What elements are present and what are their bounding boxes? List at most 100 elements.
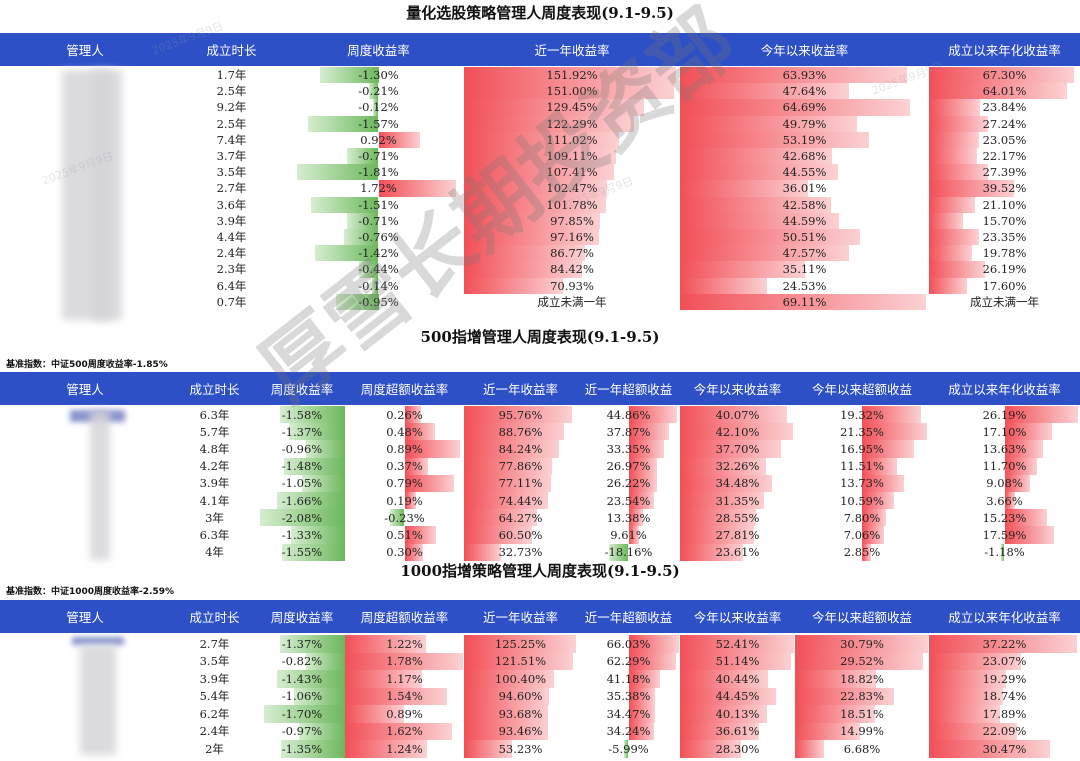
table-cell: 60.50%: [464, 526, 577, 544]
table-cell: 15.23%: [929, 509, 1080, 527]
cell-value: -5.99%: [608, 741, 649, 756]
data-bar: [929, 115, 988, 132]
data-bar: [929, 83, 1068, 100]
table-row: 6.3年 -1.58% 0.26% 95.76% 44.86% 40.07% 19.32% 2…: [0, 406, 1080, 424]
cell-value: 47.64%: [782, 84, 827, 99]
table-cell: 44.45%: [680, 687, 795, 705]
cell-value: 2.5年: [216, 116, 247, 131]
table-cell: 53.23%: [464, 740, 577, 758]
table-cell: 21.35%: [795, 423, 929, 441]
cell-value: 37.87%: [606, 424, 651, 439]
data-bar: [464, 83, 675, 100]
table-cell: 23.35%: [929, 229, 1080, 246]
table-cell: 1.78%: [345, 652, 464, 670]
column-header[interactable]: 今年以来超额收益: [811, 382, 912, 397]
column-header[interactable]: 成立以来年化收益率: [948, 382, 1061, 397]
cell-value: 44.55%: [782, 165, 827, 180]
cell-value: 27.24%: [982, 116, 1027, 131]
cell-value: 53.23%: [498, 741, 543, 756]
table-cell: -1.55%: [259, 543, 345, 561]
table-cell: 11.70%: [929, 457, 1080, 475]
column-header[interactable]: 周度超额收益率: [360, 382, 449, 397]
table-cell: 66.03%: [577, 635, 680, 653]
data-bar: [464, 180, 607, 197]
cell-value: 2.4年: [199, 724, 230, 739]
column-header[interactable]: 管理人: [66, 382, 104, 397]
cell-value: 0.48%: [386, 424, 423, 439]
table-cell: 27.81%: [680, 526, 795, 544]
data-bar: [862, 474, 904, 492]
table-cell: 19.29%: [929, 670, 1080, 688]
table-cell: -0.21%: [293, 83, 464, 100]
cell-value: 11.70%: [982, 459, 1027, 474]
table-cell: 32.26%: [680, 457, 795, 475]
data-bar: [795, 740, 824, 758]
column-header[interactable]: 成立时长: [189, 610, 240, 625]
cell-value: 60.50%: [498, 527, 543, 542]
cell-value: 23.35%: [982, 230, 1027, 245]
table-cell: 122.29%: [464, 115, 680, 132]
column-header[interactable]: 今年以来收益率: [760, 43, 849, 58]
table-header: 管理人 成立时长 周度收益率 近一年收益率 今年以来收益率 成立以来年化收益率: [0, 33, 1080, 66]
cell-value: 3年: [205, 510, 224, 525]
cell-value: 64.69%: [782, 100, 827, 115]
column-header[interactable]: 近一年收益率: [534, 43, 610, 58]
table-cell: 1.22%: [345, 635, 464, 653]
table-cell: 0.30%: [345, 543, 464, 561]
cell-value: 0.89%: [386, 706, 423, 721]
table-cell: 121.51%: [464, 652, 577, 670]
data-bar: [288, 423, 345, 441]
table-cell: 11.51%: [795, 457, 929, 475]
table-cell: 4.4年: [170, 229, 293, 245]
table-row: 4.4年 -0.76% 97.16% 50.51% 23.35%: [0, 229, 1080, 246]
table-cell: 0.26%: [345, 406, 464, 424]
cell-value: -1.33%: [281, 527, 323, 542]
cell-value: 52.41%: [715, 636, 760, 651]
table-cell: 39.52%: [929, 180, 1080, 197]
data-bar: [404, 492, 417, 510]
column-header[interactable]: 成立以来年化收益率: [948, 610, 1061, 625]
table-cell: 6.2年: [170, 705, 259, 723]
table-cell: -0.12%: [293, 99, 464, 116]
column-header[interactable]: 管理人: [66, 43, 104, 58]
cell-value: 23.54%: [606, 493, 651, 508]
column-header[interactable]: 近一年收益率: [482, 610, 558, 625]
column-header[interactable]: 成立时长: [206, 43, 257, 58]
table-cell: 0.89%: [345, 440, 464, 458]
column-header[interactable]: 周度收益率: [270, 610, 334, 625]
column-header[interactable]: 管理人: [66, 610, 104, 625]
cell-value: 2.4年: [216, 246, 247, 261]
table-cell: 13.63%: [929, 440, 1080, 458]
column-header[interactable]: 周度收益率: [347, 43, 410, 58]
cell-value: 11.51%: [840, 459, 884, 474]
column-header[interactable]: 周度收益率: [270, 382, 334, 397]
table-cell: -5.99%: [577, 740, 680, 758]
data-bar: [680, 457, 767, 475]
cell-value: 23.05%: [982, 132, 1027, 147]
column-header[interactable]: 近一年超额收益: [584, 382, 673, 397]
data-bar: [929, 196, 975, 213]
column-header[interactable]: 成立以来年化收益率: [948, 43, 1061, 58]
table-cell: 101.78%: [464, 196, 680, 213]
column-header[interactable]: 今年以来超额收益: [811, 610, 912, 625]
column-header[interactable]: 近一年超额收益: [584, 610, 673, 625]
column-header[interactable]: 周度超额收益率: [360, 610, 449, 625]
column-header[interactable]: 今年以来收益率: [693, 610, 782, 625]
cell-value: -1.30%: [358, 68, 399, 83]
cell-value: 26.22%: [606, 476, 651, 491]
table-cell: 13.38%: [577, 509, 680, 527]
column-header[interactable]: 今年以来收益率: [693, 382, 782, 397]
data-bar: [346, 148, 379, 165]
table-cell: 15.70%: [929, 212, 1080, 229]
section-title: 500指增管理人周度表现(9.1-9.5): [420, 328, 660, 346]
column-header[interactable]: 成立时长: [189, 382, 240, 397]
table-cell: -1.70%: [259, 705, 345, 723]
cell-value: 39.52%: [982, 181, 1027, 196]
cell-value: -0.21%: [358, 84, 399, 99]
cell-value: 64.01%: [982, 84, 1027, 99]
cell-value: 6.3年: [199, 527, 230, 542]
table-cell: 26.97%: [577, 457, 680, 475]
table-cell: 50.51%: [680, 229, 929, 246]
table-cell: 7.4年: [170, 132, 293, 148]
column-header[interactable]: 近一年收益率: [482, 382, 558, 397]
